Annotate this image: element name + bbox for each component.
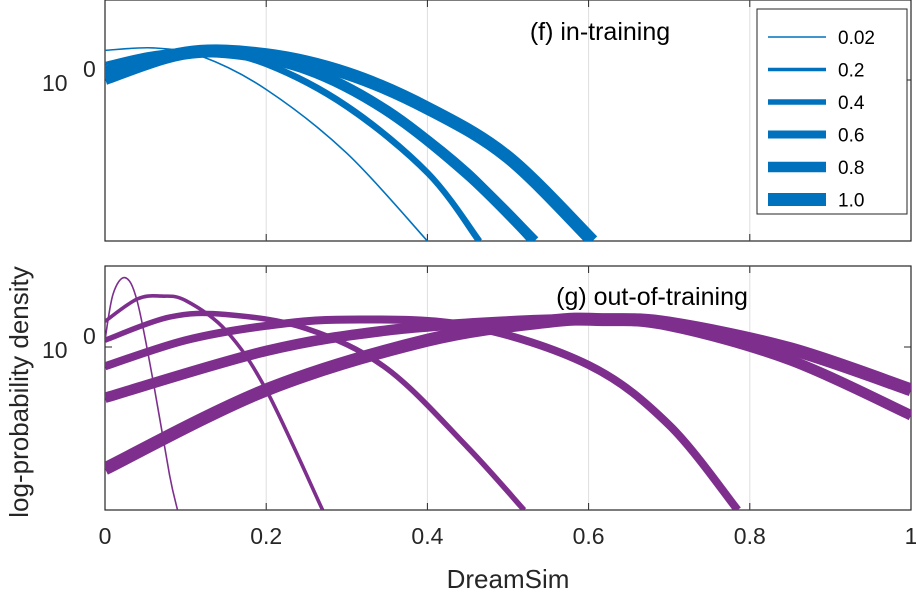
panel-top-grid xyxy=(104,0,912,241)
panel-top-series xyxy=(105,44,598,241)
legend-label-0.6: 0.6 xyxy=(838,126,864,147)
x-tick-label: 0.6 xyxy=(573,523,605,549)
legend-box xyxy=(756,8,908,215)
y-tick-exponent: 0 xyxy=(83,323,96,349)
legend-label-0.8: 0.8 xyxy=(838,158,864,179)
y-tick-label: 10 xyxy=(42,337,68,363)
series-group xyxy=(105,44,598,241)
x-axis-label: DreamSim xyxy=(447,564,570,594)
series-line-0.4 xyxy=(105,310,527,510)
x-tick-labels: 0 0.2 0.4 0.6 0.8 1 xyxy=(99,523,916,549)
series-line-1.0 xyxy=(105,44,598,241)
x-tick-label: 1 xyxy=(905,523,916,549)
x-tick-label: 0 xyxy=(99,523,112,549)
legend-label-1.0: 1.0 xyxy=(838,191,864,212)
series-line-0.02 xyxy=(105,46,428,241)
x-tick-label: 0.2 xyxy=(250,523,282,549)
panel-bottom: 10 0 (g) out-of-training 0 0.2 0.4 0.6 0.8 1 xyxy=(42,265,916,549)
y-tick-label: 10 xyxy=(42,70,68,96)
x-tick-label: 0.4 xyxy=(411,523,443,549)
legend: 0.02 0.2 0.4 0.6 0.8 1.0 xyxy=(756,8,908,215)
panel-top-yticks: 10 0 xyxy=(42,56,911,96)
y-axis-label: log-probability density xyxy=(4,266,34,517)
panel-bottom-title: (g) out-of-training xyxy=(556,283,748,311)
x-tick-label: 0.8 xyxy=(734,523,766,549)
y-tick-exponent: 0 xyxy=(83,56,96,82)
panel-top: 10 0 (f) in-training 0.02 0.2 0.4 0.6 0.8 1.0 xyxy=(42,0,912,242)
legend-label-0.4: 0.4 xyxy=(838,93,865,114)
panel-top-title: (f) in-training xyxy=(530,18,670,46)
panel-bottom-series xyxy=(105,276,911,510)
panel-bottom-frame xyxy=(104,265,912,511)
series-line-0.2 xyxy=(105,294,325,510)
legend-label-0.02: 0.02 xyxy=(838,28,875,49)
panel-bottom-yticks: 10 0 xyxy=(42,323,911,363)
series-group xyxy=(105,276,911,510)
series-line-0.02 xyxy=(105,276,179,510)
series-line-1.0 xyxy=(105,312,911,475)
series-line-0.6 xyxy=(105,315,741,510)
legend-label-0.2: 0.2 xyxy=(838,61,864,82)
